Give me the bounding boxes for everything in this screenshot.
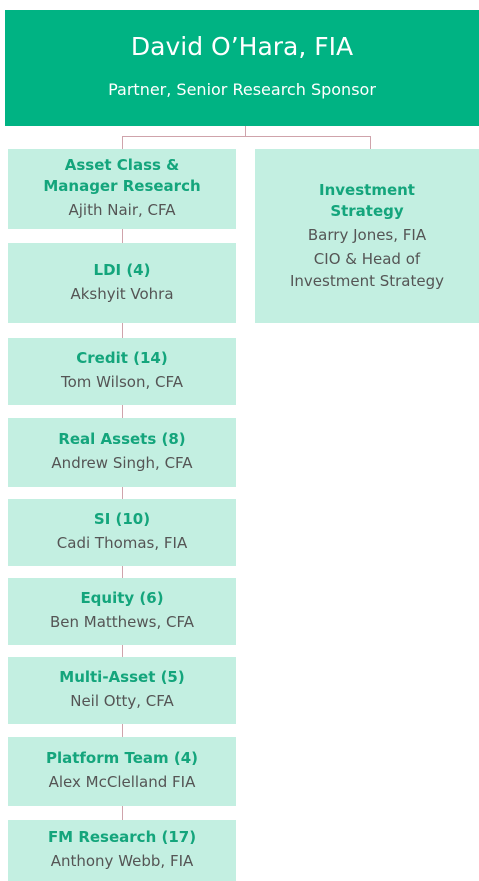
node-box: Real Assets (8) Andrew Singh, CFA (8, 418, 236, 487)
connector (122, 487, 123, 499)
node-role: CIO & Head of (313, 250, 421, 268)
node-title: Multi-Asset (5) (59, 668, 185, 686)
node-name: Neil Otty, CFA (70, 692, 174, 710)
connector (122, 566, 123, 578)
connector (122, 136, 371, 137)
node-name: Akshyit Vohra (70, 284, 174, 303)
node-box: Multi-Asset (5) Neil Otty, CFA (8, 657, 236, 724)
node-title: Asset Class & (64, 156, 180, 174)
node-title: Credit (14) (76, 349, 168, 367)
node-box: Investment Strategy Barry Jones, FIA CIO & … (255, 149, 479, 323)
header-role: Partner, Senior Research Sponsor (108, 80, 376, 99)
node-box: Equity (6) Ben Matthews, CFA (8, 578, 236, 645)
node-role: Investment Strategy (290, 272, 444, 290)
node-title: Strategy (330, 202, 404, 220)
node-title: Equity (6) (80, 589, 164, 607)
connector (245, 126, 246, 137)
node-title: FM Research (17) (47, 828, 197, 846)
node-name: Cadi Thomas, FIA (56, 534, 188, 552)
connector (122, 323, 123, 338)
node-title: Real Assets (8) (58, 430, 186, 448)
connector (370, 136, 371, 149)
node-name: Ajith Nair, CFA (68, 201, 176, 219)
node-title: Investment (319, 181, 415, 199)
connector (122, 806, 123, 820)
node-title: SI (10) (93, 510, 151, 528)
node-name: Ben Matthews, CFA (49, 613, 195, 631)
node-name: Alex McClelland FIA (48, 773, 196, 791)
connector (122, 645, 123, 657)
node-box: Asset Class & Manager Research Ajith Nair,… (8, 149, 236, 229)
node-title: Manager Research (43, 177, 201, 195)
node-box: Credit (14) Tom Wilson, CFA (8, 338, 236, 405)
node-box: FM Research (17) Anthony Webb, FIA (8, 820, 236, 881)
node-title: Platform Team (4) (45, 749, 199, 767)
node-box: Platform Team (4) Alex McClelland FIA (8, 737, 236, 806)
connector (122, 229, 123, 243)
connector (122, 136, 123, 149)
node-title: LDI (4) (93, 260, 151, 279)
connector (122, 724, 123, 737)
node-name: Barry Jones, FIA (307, 226, 427, 244)
node-box: LDI (4) Akshyit Vohra (8, 243, 236, 323)
node-name: Andrew Singh, CFA (51, 454, 193, 472)
header-name: David O’Hara, FIA (130, 32, 354, 61)
connector (122, 405, 123, 418)
node-name: Anthony Webb, FIA (50, 852, 194, 870)
node-name: Tom Wilson, CFA (60, 373, 184, 391)
header-box: David O’Hara, FIA Partner, Senior Resear… (5, 10, 479, 126)
node-box: SI (10) Cadi Thomas, FIA (8, 499, 236, 566)
